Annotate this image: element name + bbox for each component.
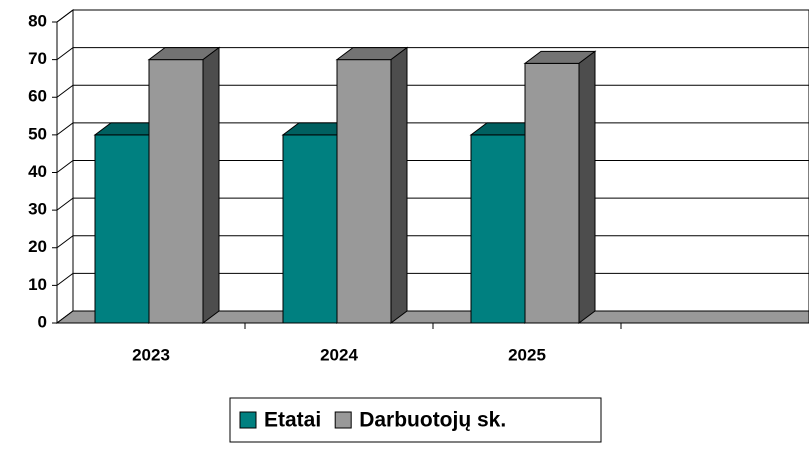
bar-front	[94, 134, 150, 324]
x-tick-label: 2025	[508, 345, 546, 364]
bar-side	[578, 50, 596, 324]
bar-front	[148, 59, 204, 324]
bar-front	[524, 62, 580, 324]
bar-front	[470, 134, 526, 324]
y-tick-label: 60	[28, 87, 47, 106]
legend-label: Etatai	[264, 409, 321, 432]
grid-line	[56, 9, 809, 23]
y-tick-label: 20	[28, 237, 47, 256]
y-tick-label: 40	[28, 162, 47, 181]
bar-side	[202, 46, 220, 324]
x-tick-label: 2024	[320, 345, 358, 364]
legend-box	[229, 397, 602, 443]
legend-swatch	[334, 411, 352, 429]
grid-line	[56, 47, 809, 61]
legend-label: Darbuotojų sk.	[359, 409, 506, 432]
bar-front	[336, 59, 392, 324]
x-tick-label: 2023	[132, 345, 170, 364]
y-tick-label: 80	[28, 11, 47, 30]
y-tick-label: 30	[28, 200, 47, 219]
legend-swatch	[239, 411, 257, 429]
bar-front	[282, 134, 338, 324]
bar-side	[390, 46, 408, 324]
y-tick-label: 50	[28, 124, 47, 143]
y-tick-label: 0	[38, 312, 47, 331]
y-tick-label: 70	[28, 49, 47, 68]
y-tick-label: 10	[28, 275, 47, 294]
